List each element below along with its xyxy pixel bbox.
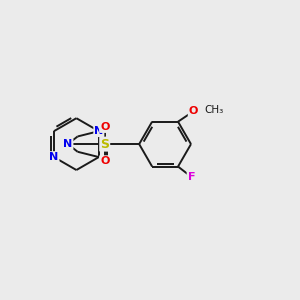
Text: O: O bbox=[100, 122, 110, 132]
Text: S: S bbox=[100, 138, 109, 151]
Text: O: O bbox=[189, 106, 198, 116]
Text: F: F bbox=[188, 172, 195, 182]
Text: N: N bbox=[94, 126, 104, 136]
Text: N: N bbox=[49, 152, 58, 162]
Text: CH₃: CH₃ bbox=[205, 105, 224, 115]
Text: N: N bbox=[63, 139, 73, 149]
Text: O: O bbox=[100, 156, 110, 166]
